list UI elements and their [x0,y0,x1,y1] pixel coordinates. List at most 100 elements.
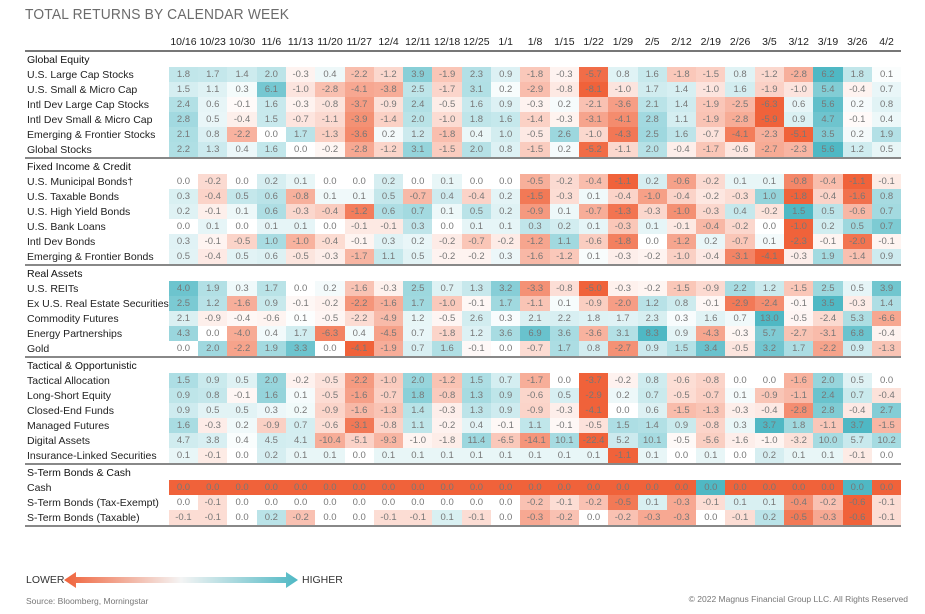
heatmap-cell: -3.7 [578,373,609,388]
heatmap-cell: 0.5 [373,189,404,204]
heatmap-cell: 0.0 [403,480,433,495]
heatmap-cell: -0.4 [784,495,814,510]
heatmap-cell: 0.1 [286,311,316,326]
heatmap-cell: -0.5 [520,127,550,142]
heatmap-cell: 1.3 [461,388,492,403]
heatmap-cell: -0.2 [491,234,521,249]
heatmap-cell: 0.0 [432,480,462,495]
heatmap-cell: 2.0 [461,142,492,159]
heatmap-cell: 0.9 [871,249,902,266]
heatmap-cell: -3.1 [344,418,374,433]
heatmap-cell: 0.1 [403,448,433,465]
heatmap-cell: -0.6 [725,142,755,159]
heatmap-cell: 0.3 [491,311,521,326]
heatmap-cell: -1.9 [373,341,404,358]
heatmap-cell: -0.1 [198,448,228,465]
heatmap-cell: 0.2 [549,97,579,112]
heatmap-cell: -0.4 [871,326,902,341]
heatmap-cell: -0.2 [696,174,726,189]
heatmap-cell: -0.5 [666,433,697,448]
heatmap-cell: 0.3 [666,311,697,326]
heatmap-cell: 1.8 [784,418,814,433]
heatmap-cell: 0.8 [198,388,228,403]
heatmap-cell: -0.2 [461,249,492,266]
heatmap-cell: -2.2 [344,296,374,311]
heatmap-cell: 6.8 [842,326,872,341]
heatmap-cell: -0.3 [666,495,697,510]
heatmap-cell: 0.0 [168,495,199,510]
heatmap-cell: -0.1 [549,418,579,433]
asset-row: U.S. Taxable Bonds 0.3 -0.4 0.5 0.6 -0.8 0.1 0.… [25,189,902,204]
asset-row: S-Term Bonds (Taxable) -0.1 -0.1 0.0 0.2 -0.2… [25,510,902,527]
heatmap-cell: 0.5 [871,142,902,159]
heatmap-cell: 0.2 [842,97,872,112]
heatmap-cell: 0.2 [256,448,286,465]
heatmap-cell: 0.2 [549,219,579,234]
heatmap-cell: 0.3 [491,249,521,266]
asset-label: Insurance-Linked Securities [25,448,169,465]
heatmap-cell: -3.1 [813,326,843,341]
heatmap-cell: -0.1 [491,418,521,433]
heatmap-cell: 0.5 [813,204,843,219]
heatmap-cell: 1.5 [461,373,492,388]
heatmap-cell: 1.6 [491,112,521,127]
heatmap-cell: 0.0 [315,510,345,527]
heatmap-cell: 0.2 [813,219,843,234]
heatmap-cell: -5.0 [578,281,609,296]
heatmap-cell: -0.4 [315,234,345,249]
heatmap-cell: -0.6 [666,174,697,189]
heatmap-cell: 0.9 [491,67,521,82]
section-title: Tactical & Opportunistic [27,359,137,372]
column-header: 12/4 [373,34,404,52]
heatmap-cell: -1.2 [344,204,374,219]
heatmap-cell: -0.2 [637,281,667,296]
heatmap-cell: -0.1 [198,510,228,527]
heatmap-cell: 0.2 [491,189,521,204]
heatmap-cell: -4.3 [608,127,638,142]
heatmap-cell: -1.6 [725,433,755,448]
heatmap-cell: 6.1 [256,82,286,97]
heatmap-cell: 0.5 [227,189,257,204]
heatmap-cell: -1.8 [520,67,550,82]
heatmap-cell: 2.0 [403,112,433,127]
heatmap-cell: 0.8 [198,127,228,142]
heatmap-cell: 3.1 [461,82,492,97]
heatmap-cell: 0.0 [754,219,785,234]
asset-label: S-Term Bonds (Taxable) [25,510,169,527]
heatmap-cell: 0.2 [256,174,286,189]
heatmap-cell: 0.6 [256,249,286,266]
heatmap-cell: -6.5 [491,433,521,448]
heatmap-cell: -0.1 [344,219,374,234]
heatmap-cell: 0.4 [227,142,257,159]
heatmap-cell: -1.1 [608,174,638,189]
heatmap-cell: 1.5 [608,418,638,433]
heatmap-cell: 0.1 [578,249,609,266]
heatmap-cell: 2.2 [168,142,199,159]
heatmap-cell: 0.1 [754,495,785,510]
heatmap-cell: -0.3 [315,249,345,266]
heatmap-cell: -1.1 [842,174,872,189]
heatmap-cell: 0.2 [227,418,257,433]
heatmap-cell: -0.4 [666,142,697,159]
heatmap-cell: -0.4 [227,112,257,127]
heatmap-cell: -0.2 [608,510,638,527]
heatmap-cell: 0.3 [520,219,550,234]
heatmap-cell: 0.0 [637,480,667,495]
heatmap-cell: 0.0 [520,480,550,495]
heatmap-cell: 13.0 [754,311,785,326]
heatmap-cell: -3.3 [520,281,550,296]
heatmap-cell: -3.7 [344,97,374,112]
heatmap-cell: -1.1 [315,112,345,127]
heatmap-cell: -1.8 [784,189,814,204]
heatmap-cell: -0.4 [754,403,785,418]
heatmap-cell: -0.3 [813,510,843,527]
heatmap-cell: 0.7 [725,311,755,326]
heatmap-cell: -1.8 [432,326,462,341]
heatmap-cell: -0.5 [432,97,462,112]
heatmap-cell: 1.6 [696,311,726,326]
heatmap-cell: -6.3 [315,326,345,341]
heatmap-cell: -0.4 [696,219,726,234]
heatmap-cell: -0.3 [608,281,638,296]
asset-row: U.S. Municipal Bonds† 0.0 -0.2 0.0 0.2 0.1 0.0… [25,174,902,189]
header-corner [25,34,169,52]
